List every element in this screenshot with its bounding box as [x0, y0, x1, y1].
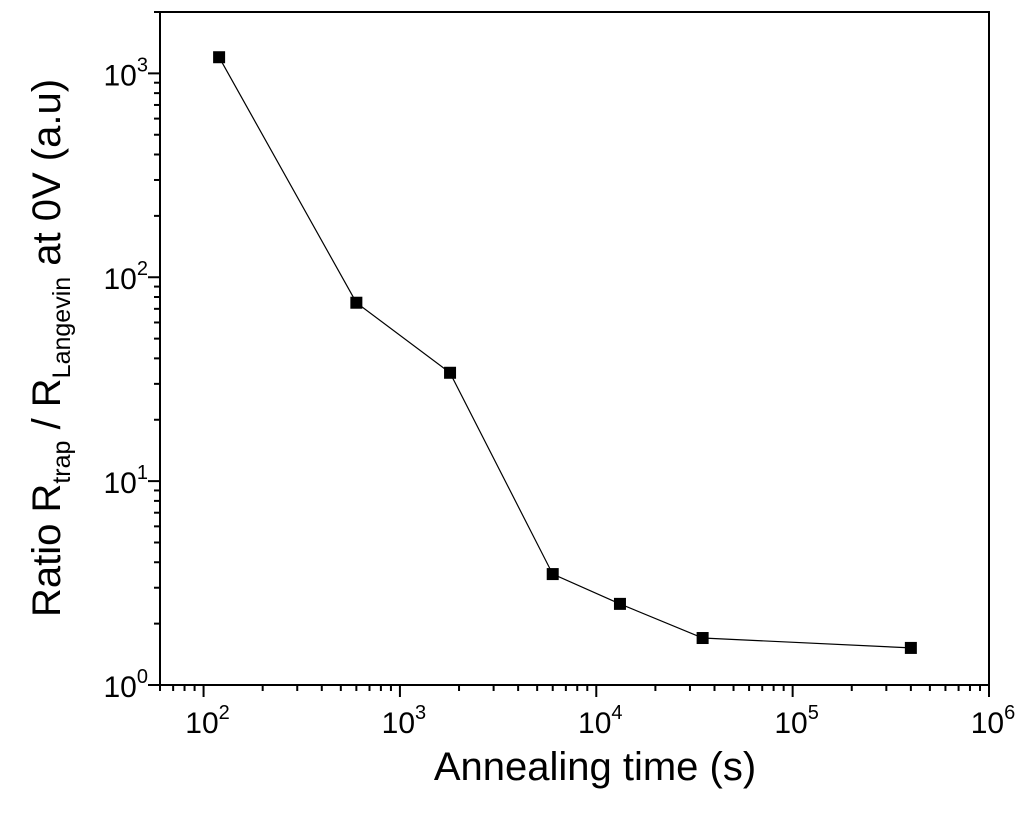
x-tick-label: 102 [185, 702, 230, 740]
plot-frame [159, 11, 990, 686]
data-series [213, 51, 917, 654]
x-axis-title: Annealing time (s) [434, 745, 756, 789]
data-point [213, 51, 226, 64]
y-tick-label: 100 [104, 666, 149, 704]
series-line [218, 56, 911, 649]
y-axis-title-middle: / R [25, 378, 69, 440]
y-axis-title-prefix: Ratio R [25, 484, 69, 617]
y-axis-title-sub-trap: trap [48, 441, 76, 484]
y-axis-title-sub-langevin: Langevin [48, 277, 76, 378]
tick-labels: 102 103 104 105 106 100 101 102 103 [104, 54, 1016, 740]
y-axis-title: Ratio Rtrap / RLangevin at 0V (a.u) [25, 79, 76, 617]
data-point [350, 296, 363, 309]
x-tick-label: 104 [578, 702, 623, 740]
data-point [546, 568, 559, 581]
x-tick-label: 103 [382, 702, 427, 740]
y-tick-label: 101 [104, 462, 149, 500]
data-point [904, 641, 917, 654]
x-tick-label: 105 [774, 702, 819, 740]
x-tick-label: 106 [971, 702, 1016, 740]
axis-ticks [148, 11, 990, 697]
y-tick-label: 103 [104, 54, 149, 92]
y-tick-label: 102 [104, 258, 149, 296]
data-point [696, 632, 709, 645]
data-point [613, 597, 626, 610]
data-point [444, 366, 457, 379]
y-axis-title-suffix: at 0V (a.u) [25, 79, 69, 277]
